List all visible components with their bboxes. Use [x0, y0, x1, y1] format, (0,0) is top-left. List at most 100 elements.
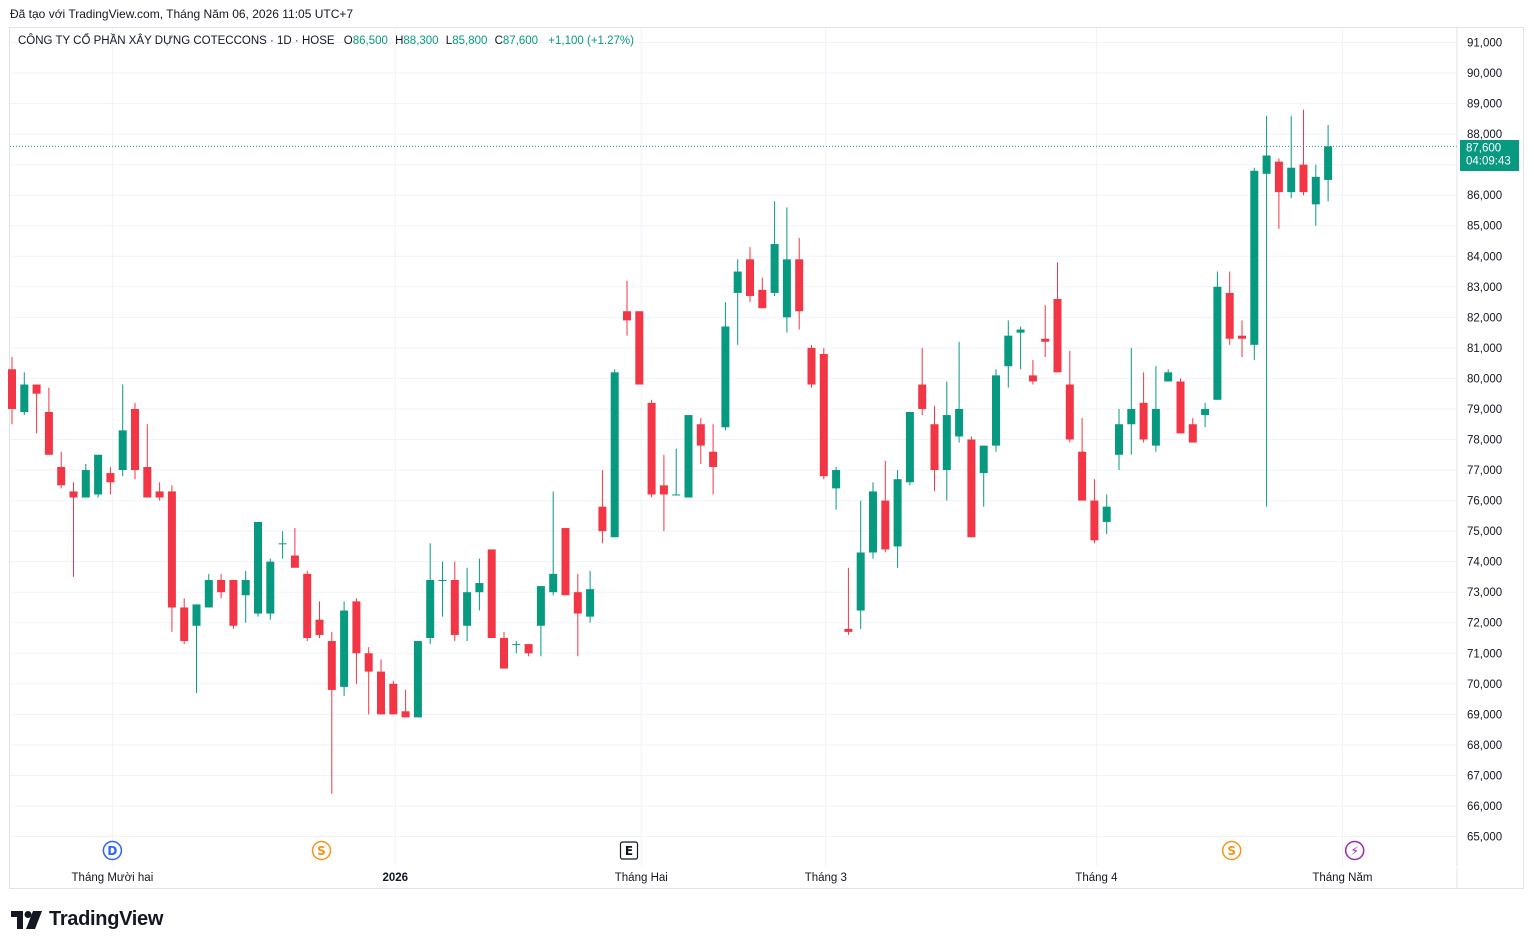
candle[interactable]	[1238, 320, 1246, 358]
legend-symbol[interactable]: CÔNG TY CỔ PHẦN XÂY DỰNG COTECCONS · 1D …	[18, 35, 335, 47]
candle[interactable]	[143, 424, 152, 498]
candle[interactable]	[315, 601, 324, 638]
candle[interactable]	[721, 302, 730, 431]
candle[interactable]	[635, 311, 644, 385]
candle[interactable]	[512, 641, 521, 654]
candle[interactable]	[1213, 271, 1222, 400]
candle[interactable]	[1311, 164, 1320, 226]
candle[interactable]	[795, 237, 804, 330]
candle[interactable]	[327, 631, 336, 794]
candle[interactable]	[930, 405, 939, 492]
candle[interactable]	[782, 207, 791, 333]
candle[interactable]	[733, 259, 742, 345]
candle[interactable]	[1028, 360, 1037, 385]
candle[interactable]	[180, 598, 189, 645]
candle[interactable]	[893, 470, 902, 568]
candle[interactable]	[1262, 115, 1271, 507]
candle[interactable]	[1176, 378, 1185, 434]
candle[interactable]	[1250, 167, 1259, 361]
candle[interactable]	[770, 201, 779, 296]
candle[interactable]	[364, 647, 373, 715]
candle[interactable]	[573, 573, 582, 657]
candle[interactable]	[696, 418, 705, 464]
candle[interactable]	[1078, 418, 1087, 501]
candle[interactable]	[450, 561, 459, 642]
candle[interactable]	[463, 567, 472, 642]
event-marker-d[interactable]: D	[102, 840, 123, 861]
candle[interactable]	[709, 424, 718, 495]
candle[interactable]	[955, 341, 964, 443]
candle[interactable]	[524, 644, 533, 657]
candle[interactable]	[1004, 320, 1013, 388]
candle[interactable]	[278, 531, 287, 559]
candle[interactable]	[672, 448, 681, 496]
candle[interactable]	[942, 381, 951, 501]
candle[interactable]	[1065, 350, 1074, 443]
candle[interactable]	[340, 601, 349, 697]
candle[interactable]	[1164, 369, 1173, 382]
candle[interactable]	[20, 372, 29, 416]
candle[interactable]	[1041, 305, 1050, 358]
candle[interactable]	[131, 402, 139, 480]
candle[interactable]	[229, 579, 238, 629]
candle[interactable]	[32, 384, 41, 434]
chart-frame[interactable]	[9, 27, 1524, 889]
event-marker-earnings[interactable]: E	[619, 841, 639, 860]
candle[interactable]	[241, 570, 250, 623]
candle[interactable]	[979, 445, 988, 507]
candle[interactable]	[389, 680, 398, 715]
candle[interactable]	[1127, 347, 1136, 455]
candle[interactable]	[106, 466, 115, 495]
candle[interactable]	[155, 482, 164, 501]
candle[interactable]	[352, 598, 361, 684]
candle[interactable]	[1090, 479, 1099, 544]
candle[interactable]	[8, 357, 16, 425]
candle[interactable]	[1102, 494, 1111, 535]
candle[interactable]	[81, 463, 90, 498]
candle[interactable]	[254, 521, 262, 617]
candle[interactable]	[1053, 262, 1062, 373]
candle[interactable]	[549, 491, 558, 596]
candle[interactable]	[1274, 158, 1283, 229]
candle[interactable]	[598, 470, 607, 544]
candle[interactable]	[44, 387, 53, 455]
candle[interactable]	[561, 528, 570, 596]
candle[interactable]	[217, 573, 226, 599]
candle[interactable]	[1151, 366, 1160, 452]
candle[interactable]	[1324, 124, 1333, 202]
candle[interactable]	[819, 347, 828, 480]
candle[interactable]	[266, 558, 275, 620]
candle[interactable]	[586, 570, 595, 623]
candle[interactable]	[57, 451, 66, 489]
candle[interactable]	[1225, 271, 1234, 345]
candle[interactable]	[401, 689, 410, 718]
candle[interactable]	[881, 460, 890, 553]
candle[interactable]	[844, 567, 853, 635]
candle[interactable]	[832, 466, 841, 510]
candle[interactable]	[647, 399, 656, 498]
candle[interactable]	[905, 412, 914, 486]
candle[interactable]	[475, 558, 484, 611]
candle[interactable]	[536, 586, 545, 657]
candle[interactable]	[438, 561, 447, 617]
candle[interactable]	[94, 454, 103, 498]
candle[interactable]	[918, 347, 927, 416]
candle[interactable]	[377, 659, 385, 715]
candle[interactable]	[1287, 115, 1296, 199]
tradingview-logo[interactable]: TradingView	[11, 908, 163, 931]
candle[interactable]	[204, 573, 213, 608]
candle[interactable]	[413, 641, 422, 718]
candle[interactable]	[659, 454, 668, 532]
candle[interactable]	[1115, 408, 1123, 471]
candle[interactable]	[1299, 109, 1308, 196]
candle[interactable]	[684, 415, 693, 498]
candle[interactable]	[303, 570, 312, 642]
candle[interactable]	[758, 277, 767, 309]
candle[interactable]	[167, 485, 176, 632]
candle[interactable]	[500, 631, 508, 669]
candle[interactable]	[487, 549, 496, 638]
chart-legend[interactable]: CÔNG TY CỔ PHẦN XÂY DỰNG COTECCONS · 1D …	[18, 35, 634, 47]
candle[interactable]	[623, 280, 631, 336]
candle[interactable]	[1201, 402, 1210, 428]
